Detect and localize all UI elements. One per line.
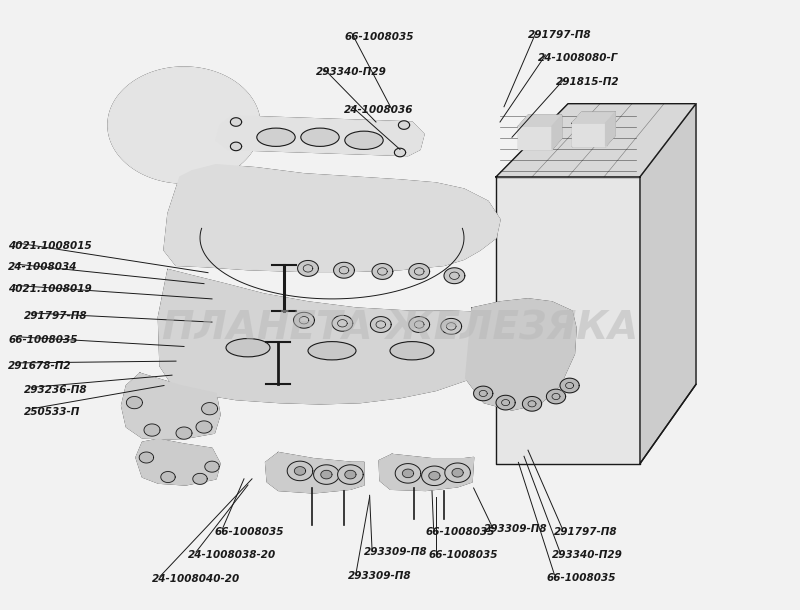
Polygon shape [518, 115, 562, 126]
Polygon shape [216, 116, 424, 156]
Polygon shape [496, 104, 696, 177]
Text: 24-1008038-20: 24-1008038-20 [188, 550, 276, 560]
Text: 293309-П8: 293309-П8 [364, 547, 428, 557]
Polygon shape [546, 389, 566, 404]
Polygon shape [496, 395, 515, 410]
Polygon shape [640, 104, 696, 464]
Polygon shape [572, 112, 615, 123]
Polygon shape [314, 465, 339, 484]
Polygon shape [572, 123, 606, 146]
Polygon shape [445, 463, 470, 483]
Text: 66-1008035: 66-1008035 [344, 32, 414, 41]
Polygon shape [266, 453, 364, 493]
Text: 66-1008035: 66-1008035 [546, 573, 616, 583]
Polygon shape [294, 467, 306, 475]
Polygon shape [518, 126, 552, 149]
Polygon shape [338, 465, 363, 484]
Ellipse shape [390, 342, 434, 360]
Text: 291797-П8: 291797-П8 [528, 30, 592, 40]
Polygon shape [334, 262, 354, 278]
Text: ПЛАНЕТА ЖЕЛЕЗЯКА: ПЛАНЕТА ЖЕЛЕЗЯКА [162, 309, 638, 347]
Polygon shape [370, 317, 391, 332]
Text: 293340-П29: 293340-П29 [316, 67, 387, 77]
Text: 66-1008035: 66-1008035 [8, 335, 78, 345]
Polygon shape [126, 396, 142, 409]
Polygon shape [395, 464, 421, 483]
Polygon shape [176, 427, 192, 439]
Ellipse shape [345, 131, 383, 149]
Polygon shape [139, 452, 154, 463]
Polygon shape [345, 470, 356, 479]
Text: 291815-П2: 291815-П2 [556, 77, 620, 87]
Ellipse shape [257, 128, 295, 146]
Polygon shape [298, 260, 318, 276]
Polygon shape [398, 121, 410, 129]
Polygon shape [394, 148, 406, 157]
Text: 293340-П29: 293340-П29 [552, 550, 623, 560]
Polygon shape [379, 454, 474, 490]
Polygon shape [474, 386, 493, 401]
Polygon shape [136, 439, 220, 485]
Polygon shape [144, 424, 160, 436]
Polygon shape [193, 473, 207, 484]
Text: 4021.1008015: 4021.1008015 [8, 241, 92, 251]
Polygon shape [372, 264, 393, 279]
Text: 24-1008040-20: 24-1008040-20 [152, 575, 240, 584]
Polygon shape [441, 318, 462, 334]
Text: 293236-П8: 293236-П8 [24, 386, 88, 395]
Polygon shape [230, 118, 242, 126]
Polygon shape [205, 461, 219, 472]
Polygon shape [321, 470, 332, 479]
Text: 250533-П: 250533-П [24, 407, 80, 417]
Ellipse shape [226, 339, 270, 357]
Polygon shape [287, 461, 313, 481]
Text: 4021.1008019: 4021.1008019 [8, 284, 92, 293]
Text: 293309-П8: 293309-П8 [484, 525, 548, 534]
Polygon shape [522, 396, 542, 411]
Polygon shape [164, 165, 500, 271]
Text: 24-1008036: 24-1008036 [344, 105, 414, 115]
Polygon shape [294, 312, 314, 328]
Polygon shape [560, 378, 579, 393]
Polygon shape [409, 264, 430, 279]
Polygon shape [196, 421, 212, 433]
Polygon shape [332, 315, 353, 331]
Polygon shape [202, 403, 218, 415]
Text: 66-1008035: 66-1008035 [428, 550, 498, 560]
Text: 66-1008035: 66-1008035 [426, 527, 495, 537]
Polygon shape [108, 67, 260, 183]
Polygon shape [429, 472, 440, 480]
Polygon shape [402, 469, 414, 478]
Polygon shape [122, 373, 220, 439]
Text: 24-1008034: 24-1008034 [8, 262, 78, 272]
Polygon shape [422, 466, 447, 486]
Polygon shape [230, 142, 242, 151]
Polygon shape [466, 299, 576, 410]
Text: 291797-П8: 291797-П8 [554, 527, 618, 537]
Polygon shape [161, 472, 175, 483]
Ellipse shape [301, 128, 339, 146]
Polygon shape [606, 112, 615, 146]
Polygon shape [552, 115, 562, 149]
Polygon shape [496, 177, 640, 464]
Polygon shape [444, 268, 465, 284]
Text: 24-1008080-Г: 24-1008080-Г [538, 53, 618, 63]
Text: 291797-П8: 291797-П8 [24, 311, 88, 321]
Ellipse shape [308, 342, 356, 360]
Text: 291678-П2: 291678-П2 [8, 361, 72, 371]
Text: 66-1008035: 66-1008035 [214, 527, 284, 537]
Polygon shape [409, 317, 430, 332]
Text: 293309-П8: 293309-П8 [348, 572, 412, 581]
Polygon shape [452, 468, 463, 477]
Polygon shape [158, 270, 508, 404]
